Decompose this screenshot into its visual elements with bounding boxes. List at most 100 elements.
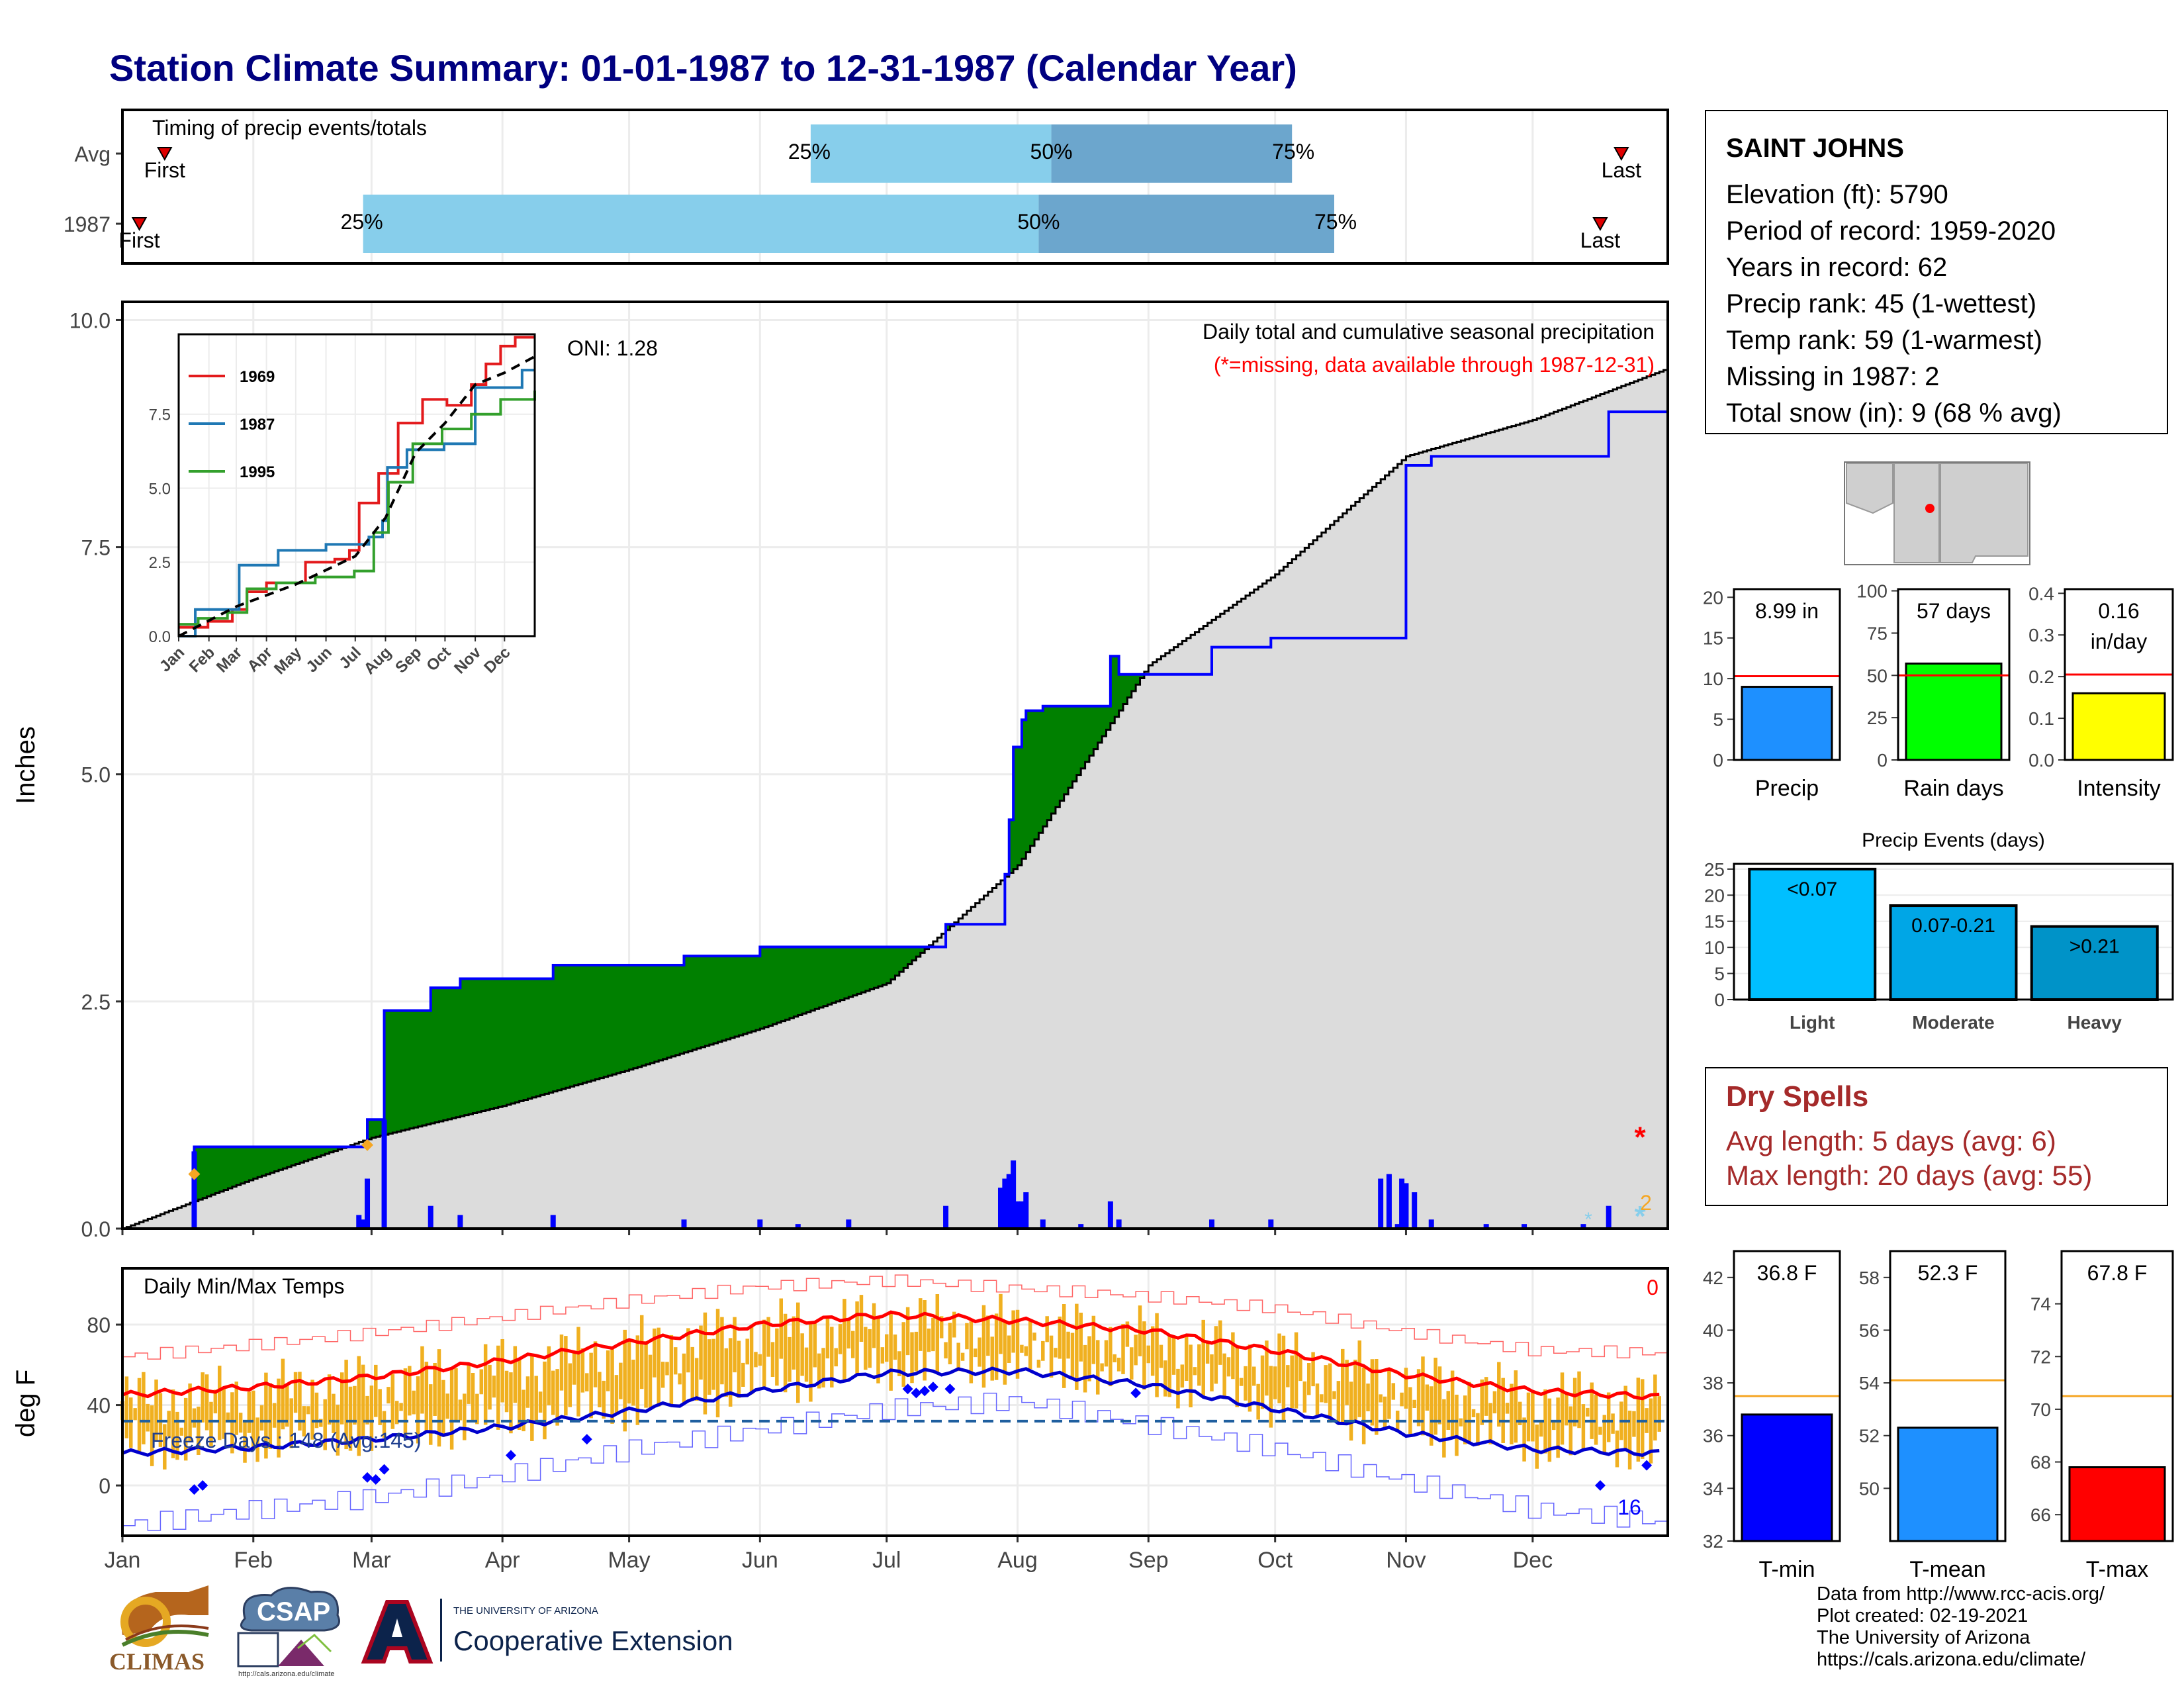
precip-summary-intensity-ytick-label: 0.4 <box>2028 583 2054 604</box>
temp-summary-tmin-xlabel: T-min <box>1759 1557 1815 1582</box>
temp-summary-tmin-value-bar <box>1741 1413 1833 1542</box>
timing-title: Timing of precip events/totals <box>152 116 427 140</box>
timing-box-lower-1987 <box>363 195 1039 253</box>
timing-q25-label: 25% <box>341 210 383 234</box>
temps-record-low-marker <box>902 1383 913 1395</box>
locator-map-station-dot <box>1925 504 1934 513</box>
station-name: SAINT JOHNS <box>1726 134 1904 163</box>
temp-summary-tmin-ytick-label: 40 <box>1703 1320 1723 1340</box>
temp-summary-tmean-value-label: 52.3 F <box>1918 1261 1978 1285</box>
climas-logo: CLIMAS <box>109 1579 222 1678</box>
precip-summary-precip-ytick-label: 5 <box>1713 710 1723 730</box>
temp-summary-tmean-xlabel: T-mean <box>1909 1557 1985 1582</box>
temp-summary-tmax-value-label: 67.8 F <box>2087 1261 2148 1285</box>
precip-daily-bar <box>1023 1192 1029 1229</box>
temps-xtick-label: Jun <box>742 1548 778 1573</box>
timing-row-label: 1987 <box>64 212 111 236</box>
temp-summary-tmean-frame <box>1889 1250 2007 1542</box>
precip-summary-intensity-xlabel: Intensity <box>2077 776 2161 801</box>
precip-daily-bar <box>360 1219 366 1229</box>
precip-daily-bar <box>1386 1174 1392 1229</box>
dry-spells-title: Dry Spells <box>1726 1080 1869 1113</box>
station-info-box: SAINT JOHNS Elevation (ft): 5790 Period … <box>1705 110 2168 434</box>
temps-record-low-marker <box>379 1464 390 1475</box>
timing-box-lower-Avg <box>810 124 1052 183</box>
precip-summary-precip-ytick-label: 15 <box>1703 628 1723 649</box>
temp-summary-tmax-ytick-label: 70 <box>2030 1399 2051 1420</box>
precip-daily-bar <box>1208 1219 1214 1229</box>
precip-summary-intensity-unit-label: in/day <box>2091 630 2147 653</box>
precip-summary-intensity-frame <box>2064 588 2174 761</box>
precip-daily-bar <box>1015 1201 1021 1229</box>
station-years: Years in record: 62 <box>1726 253 1948 282</box>
events-bar-label: <0.07 <box>1787 878 1837 900</box>
inset-series-line-1995 <box>179 390 536 626</box>
temp-summary-tmin-ytick-label: 32 <box>1703 1531 1723 1552</box>
temp-summary-tmax-value-bar <box>2068 1466 2166 1542</box>
precip-observed-cumulative-line <box>122 410 1668 1230</box>
temps-panel-frame <box>121 1267 1669 1537</box>
temp-summary-tmax-frame <box>2060 1250 2174 1542</box>
temp-summary-tmin-frame <box>1733 1250 1841 1542</box>
inset-legend-label: 1995 <box>240 463 275 481</box>
footer-data-source: Data from http://www.rcc-acis.org/ <box>1817 1583 2105 1605</box>
temp-summary-tmin-ytick-label: 34 <box>1703 1478 1723 1499</box>
precip-ylabel: Inches <box>11 726 40 804</box>
precip-average-cumulative-area <box>122 369 1669 1230</box>
temp-summary-tmean-ytick-label: 52 <box>1859 1426 1880 1446</box>
temps-xtick-label: Jan <box>105 1548 141 1573</box>
precip-daily-bar <box>365 1178 371 1229</box>
precip-daily-bar <box>943 1205 949 1229</box>
footer-url: https://cals.arizona.edu/climate/ <box>1817 1649 2086 1670</box>
precip-daily-bar <box>1116 1219 1122 1229</box>
precip-missing-marker-base: * <box>1584 1209 1592 1231</box>
precip-summary-intensity-ytick-label: 0.1 <box>2028 708 2054 729</box>
precip-summary-intensity-ytick-label: 0.2 <box>2028 667 2054 687</box>
timing-last-marker <box>1614 147 1629 162</box>
precip-panel-frame <box>121 301 1669 1230</box>
inset-ytick-label: 2.5 <box>149 554 171 572</box>
temp-summary-tmax-ytick-label: 74 <box>2030 1294 2051 1315</box>
temp-summary-tmean-ytick-label: 56 <box>1859 1320 1880 1340</box>
ua-logo <box>361 1599 433 1665</box>
temps-record-low-marker <box>944 1383 956 1395</box>
timing-q50-label: 50% <box>1017 210 1060 234</box>
timing-row-label: Avg <box>74 142 111 166</box>
station-snow: Total snow (in): 9 (68 % avg) <box>1726 399 2062 428</box>
precip-daily-bar <box>191 1151 197 1229</box>
precip-daily-bar <box>1606 1205 1612 1229</box>
events-ytick-label: 20 <box>1704 885 1725 906</box>
precip-title: Daily total and cumulative seasonal prec… <box>1203 320 1655 344</box>
precip-subtitle: (*=missing, data available through 1987-… <box>1214 353 1655 377</box>
locator-map-state <box>1846 463 1893 514</box>
events-bar-moderate <box>1889 904 2018 1001</box>
footer-credits: Data from http://www.rcc-acis.org/ Plot … <box>1817 1583 2105 1671</box>
temps-xtick-label: Mar <box>352 1548 391 1573</box>
events-panel-frame <box>1733 863 2174 1001</box>
temps-record-low-count: 16 <box>1617 1495 1641 1519</box>
precip-summary-intensity-ytick-label: 0.0 <box>2028 750 2054 771</box>
timing-first-marker <box>131 217 148 232</box>
inset-panel-frame <box>177 333 536 637</box>
temp-summary-tmean-ytick-label: 58 <box>1859 1268 1880 1288</box>
temps-record-low-marker <box>919 1385 931 1397</box>
temps-record-low-marker <box>927 1382 938 1393</box>
precip-daily-bar <box>1399 1178 1405 1229</box>
precip-daily-bar <box>381 1119 387 1229</box>
timing-last-label: Last <box>1602 158 1642 182</box>
temp-summary-tmax-xlabel: T-max <box>2086 1557 2148 1582</box>
temps-freeze-label: Freeze Days : 148 (Avg:145) <box>151 1429 422 1452</box>
precip-summary-raindays-ytick-label: 50 <box>1867 665 1888 686</box>
temps-title: Daily Min/Max Temps <box>144 1274 344 1298</box>
events-ytick-label: 25 <box>1704 859 1725 880</box>
temps-record-low-marker <box>1130 1387 1142 1399</box>
events-ytick-label: 5 <box>1714 964 1725 984</box>
footer-plot-date: Plot created: 02-19-2021 <box>1817 1605 2028 1626</box>
precip-summary-precip-value-bar <box>1741 686 1833 761</box>
precip-daily-bar <box>1412 1192 1418 1229</box>
temp-summary-tmean-value-bar <box>1897 1427 1999 1542</box>
temps-ytick-label: 0 <box>99 1474 111 1498</box>
temps-record-low-marker <box>370 1474 381 1485</box>
temps-normal-low-line <box>122 1366 1660 1457</box>
csap-logo: CSAP http://cals.arizona.edu/climate <box>232 1585 351 1685</box>
